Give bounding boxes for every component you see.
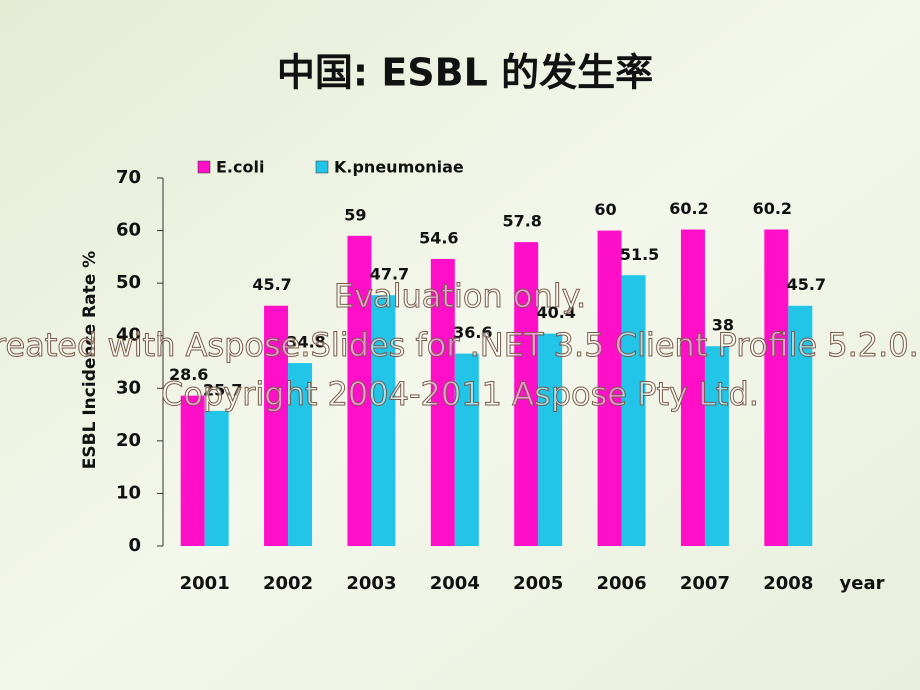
- bar: [621, 275, 646, 546]
- bar: [597, 230, 622, 547]
- bar: [204, 410, 229, 546]
- bar: [430, 258, 455, 546]
- chart-title: 中国: ESBL 的发生率: [277, 51, 653, 95]
- x-axis-label: year: [840, 573, 885, 594]
- x-tick-label: 2006: [597, 573, 647, 594]
- y-tick-label: 50: [116, 272, 141, 293]
- bar: [288, 363, 313, 546]
- bar: [347, 235, 372, 547]
- bar: [538, 333, 563, 546]
- value-label: 57.8: [502, 212, 541, 231]
- value-label: 54.6: [419, 228, 458, 247]
- value-label: 45.7: [252, 275, 291, 294]
- y-tick-label: 20: [116, 430, 141, 451]
- bar: [514, 242, 539, 546]
- y-tick-label: 70: [116, 167, 141, 188]
- value-label: 45.7: [787, 275, 826, 294]
- y-axis-label: ESBL Incidence Rate %: [80, 251, 100, 469]
- legend-swatch: [315, 160, 329, 174]
- y-tick-label: 30: [116, 377, 141, 398]
- x-tick-label: 2004: [430, 573, 480, 594]
- bar: [371, 295, 396, 546]
- value-label: 25.7: [203, 380, 242, 399]
- bar: [788, 305, 813, 546]
- x-tick-label: 2005: [513, 573, 563, 594]
- value-label: 60: [594, 200, 616, 219]
- value-label: 36.6: [453, 323, 492, 342]
- y-tick-label: 40: [116, 325, 141, 346]
- value-label: 47.7: [370, 265, 409, 284]
- value-label: 34.8: [286, 333, 325, 352]
- bar: [264, 305, 289, 546]
- legend-label: K.pneumoniae: [334, 158, 464, 177]
- value-label: 28.6: [169, 365, 208, 384]
- legend-swatch: [197, 160, 211, 174]
- x-tick-label: 2003: [346, 573, 396, 594]
- watermark: Evaluation only.: [334, 277, 586, 315]
- legend-label: E.coli: [216, 158, 264, 177]
- value-label: 59: [344, 205, 366, 224]
- watermark: Created with Aspose.Slides for .NET 3.5 …: [0, 326, 920, 364]
- x-tick-label: 2008: [763, 573, 813, 594]
- bar: [704, 346, 729, 546]
- value-label: 51.5: [620, 245, 659, 264]
- y-tick-label: 0: [128, 535, 141, 556]
- x-tick-label: 2001: [180, 573, 230, 594]
- bar: [680, 229, 705, 546]
- value-label: 38: [712, 316, 734, 335]
- value-label: 60.2: [669, 199, 708, 218]
- value-label: 40.4: [536, 303, 575, 322]
- y-tick-label: 10: [116, 482, 141, 503]
- x-tick-label: 2002: [263, 573, 313, 594]
- value-label: 60.2: [753, 199, 792, 218]
- x-tick-label: 2007: [680, 573, 730, 594]
- y-tick-label: 60: [116, 220, 141, 241]
- bar: [180, 395, 205, 546]
- watermark: Copyright 2004-2011 Aspose Pty Ltd.: [161, 375, 759, 413]
- bar: [764, 229, 789, 546]
- bar: [454, 353, 479, 546]
